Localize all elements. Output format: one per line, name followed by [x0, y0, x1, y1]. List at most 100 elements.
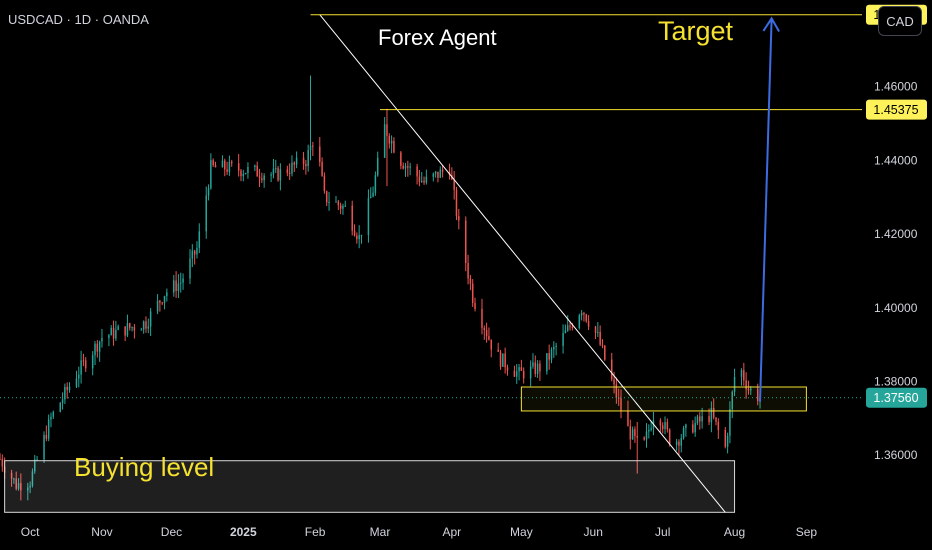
- candle-body: [75, 378, 78, 387]
- candle-body: [52, 411, 55, 417]
- candle-body: [230, 161, 233, 164]
- candle-body: [344, 205, 347, 207]
- candle-body: [309, 145, 312, 151]
- candle-body: [205, 195, 207, 232]
- candle-body: [490, 339, 492, 350]
- candle-body: [594, 326, 597, 333]
- candle-body: [214, 164, 217, 168]
- forex-agent-label: Forex Agent: [378, 25, 497, 50]
- candle-body: [407, 166, 409, 168]
- candle-body: [650, 428, 652, 430]
- candle-body: [467, 263, 469, 279]
- candle-body: [133, 327, 136, 331]
- candle-body: [140, 329, 143, 331]
- candle-body: [546, 353, 548, 372]
- candle-body: [59, 402, 61, 412]
- candle-body: [474, 303, 476, 309]
- x-tick-label: Dec: [161, 525, 182, 539]
- candle-body: [98, 341, 101, 352]
- x-tick-label: Mar: [370, 525, 391, 539]
- candle-body: [156, 300, 159, 312]
- y-tick-label: 1.36000: [874, 448, 918, 462]
- candle-body: [159, 300, 161, 303]
- y-tick-label: 1.38000: [874, 374, 918, 388]
- candle-body: [465, 220, 467, 264]
- candle-body: [520, 367, 523, 371]
- candle-body: [731, 391, 733, 410]
- y-tick-label: 1.42000: [874, 227, 918, 241]
- candle-body: [78, 374, 80, 379]
- candle-body: [750, 388, 752, 391]
- candle-body: [694, 423, 696, 433]
- candle-body: [108, 335, 110, 338]
- candle-body: [569, 325, 571, 327]
- candle-body: [96, 343, 99, 352]
- candle-body: [597, 331, 599, 333]
- candle-body: [756, 388, 759, 401]
- candle-body: [515, 371, 518, 377]
- candle-body: [374, 175, 377, 193]
- candle-body: [631, 429, 634, 440]
- candle-body: [20, 483, 22, 491]
- candle-body: [339, 205, 342, 209]
- candle-body: [418, 176, 421, 182]
- candle-body: [455, 189, 458, 217]
- candle-body: [604, 345, 606, 360]
- candle-body: [237, 163, 240, 171]
- candle-body: [668, 429, 671, 445]
- candle-body: [247, 166, 249, 174]
- candle-body: [353, 230, 356, 236]
- candle-body: [293, 162, 296, 165]
- candle-body: [659, 420, 662, 426]
- candle-body: [193, 250, 196, 255]
- candle-body: [580, 312, 583, 316]
- candle-body: [712, 407, 715, 418]
- candle-body: [295, 157, 298, 165]
- candle-body: [34, 459, 36, 472]
- candle-body: [161, 302, 163, 304]
- candle-body: [393, 140, 395, 153]
- candle-body: [358, 235, 360, 240]
- candle-body: [68, 386, 71, 391]
- candle-body: [696, 416, 699, 424]
- candle-body: [312, 145, 314, 147]
- candle-body: [571, 326, 574, 328]
- candle-body: [481, 308, 483, 328]
- symbol-header[interactable]: USDCAD · 1D · OANDA: [8, 12, 149, 27]
- candle-body: [617, 397, 620, 399]
- candle-body: [149, 311, 152, 327]
- candle-body: [80, 360, 82, 375]
- candle-body: [708, 416, 710, 423]
- x-tick-label: Nov: [91, 525, 112, 539]
- candle-body: [502, 353, 504, 367]
- x-tick-label: 2025: [230, 525, 257, 539]
- candle-body: [325, 191, 328, 203]
- candle-body: [610, 359, 613, 380]
- candle-body: [321, 161, 323, 176]
- trend-line: [319, 14, 726, 513]
- candle-body: [620, 398, 622, 411]
- x-tick-label: May: [510, 525, 533, 539]
- candle-body: [564, 330, 567, 334]
- candle-body: [240, 170, 242, 177]
- candle-body: [124, 326, 126, 336]
- candle-body: [383, 124, 386, 158]
- candle-body: [680, 438, 683, 446]
- candle-body: [402, 165, 404, 169]
- interval-label: 1D: [74, 12, 92, 27]
- candle-body: [101, 337, 103, 342]
- buying-zone-box: [4, 460, 736, 513]
- candle-body: [145, 321, 147, 329]
- candle-body: [242, 173, 245, 177]
- candle-body: [453, 179, 455, 190]
- candle-body: [506, 367, 509, 371]
- candle-body: [437, 171, 439, 178]
- candle-body: [513, 370, 516, 377]
- candle-body: [228, 161, 231, 172]
- candle-body: [163, 296, 166, 304]
- candle-body: [439, 169, 442, 178]
- currency-button[interactable]: CAD: [878, 6, 922, 36]
- candle-body: [13, 478, 15, 480]
- candle-body: [599, 331, 601, 345]
